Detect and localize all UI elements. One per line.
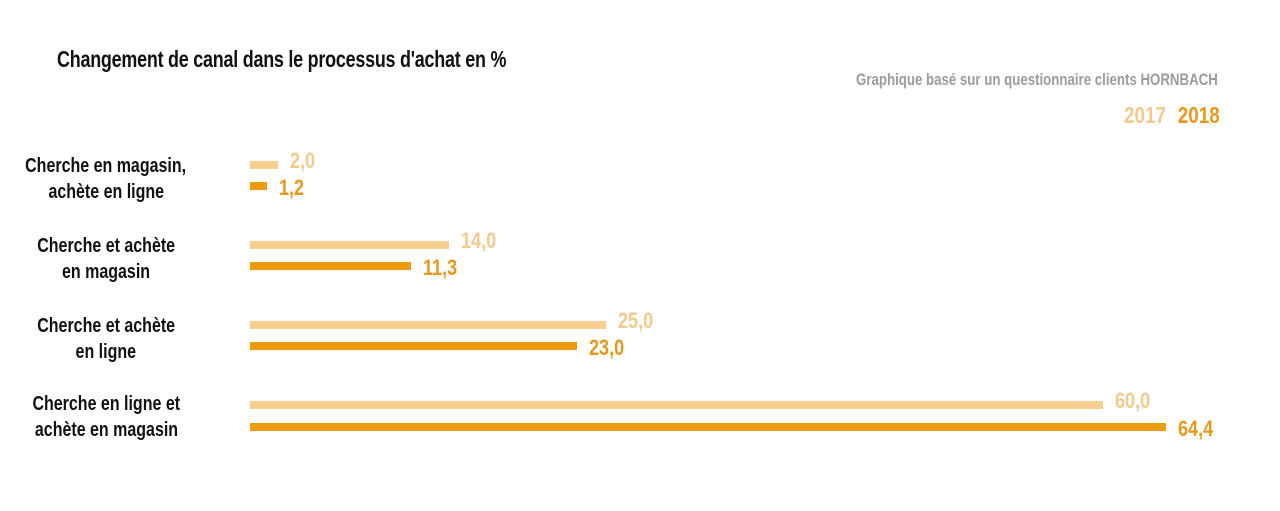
value-label-2018: 23,0 [589,335,625,360]
legend-2018: 2018 [1178,102,1220,128]
chart-title: Changement de canal dans le processus d'… [57,46,507,72]
bar-2017 [250,321,606,329]
category-label: Cherche en magasin, achète en ligne [25,155,187,203]
bar-2017 [250,241,450,249]
chart-source: Graphique basé sur un questionnaire clie… [856,70,1218,89]
category-label: Cherche en ligne et achète en magasin [32,393,180,441]
bar-2018 [250,423,1166,431]
value-label-2017: 2,0 [290,148,316,173]
value-label-2017: 25,0 [617,308,653,333]
value-label-2018: 11,3 [422,255,457,280]
value-label-2017: 60,0 [1115,388,1151,413]
bar-2018 [250,182,268,190]
bar-2018 [250,262,411,270]
category-label: Cherche et achète en magasin [37,235,175,283]
legend: 2017 2018 [1118,102,1220,129]
value-label-2018: 1,2 [279,175,305,200]
bar-2018 [250,342,578,350]
bar-2017 [250,161,279,169]
bar-2017 [250,401,1104,409]
category-label: Cherche et achète en ligne [37,315,175,363]
value-label-2017: 14,0 [461,228,497,253]
value-label-2018: 64,4 [1178,416,1214,441]
legend-2017: 2017 [1124,102,1167,128]
